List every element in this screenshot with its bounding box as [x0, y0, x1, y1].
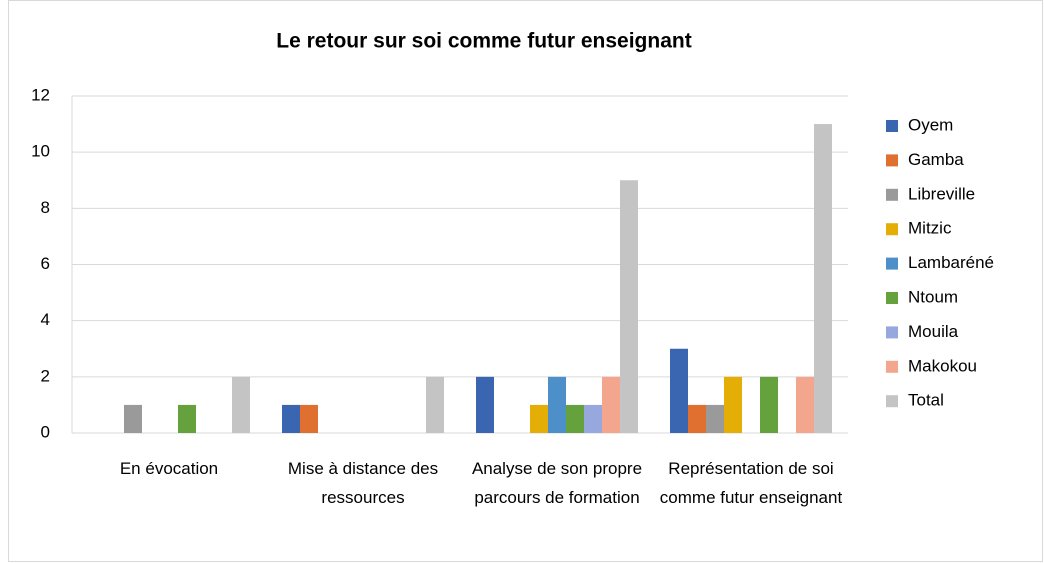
bar [548, 376, 566, 433]
legend-swatch [886, 326, 898, 339]
legend-label: Libreville [908, 184, 975, 203]
bar [724, 376, 742, 433]
legend-label: Ntoum [908, 287, 958, 306]
bar [760, 376, 778, 433]
x-tick-label: Représentation de soi comme futur enseig… [659, 459, 843, 507]
x-tick-label: Analyse de son propre parcours de format… [471, 459, 643, 507]
bar [796, 376, 814, 433]
bar [178, 404, 196, 433]
chart-title: Le retour sur soi comme futur enseignant [276, 30, 691, 53]
x-tick-label: En évocation [119, 459, 219, 478]
legend-swatch [886, 154, 898, 167]
legend-swatch [886, 223, 898, 236]
bar [476, 376, 494, 433]
bar [426, 376, 444, 433]
bar [706, 404, 724, 433]
legend-label: Mouila [908, 322, 959, 341]
y-tick-label: 12 [31, 85, 50, 104]
chart-border [8, 0, 1043, 562]
legend-label: Oyem [908, 115, 953, 134]
legend-swatch [886, 360, 898, 373]
legend-label: Lambaréné [908, 253, 994, 272]
bar [584, 404, 602, 433]
y-tick-label: 8 [41, 198, 50, 217]
bar [232, 376, 250, 433]
legend-label: Gamba [908, 150, 964, 169]
legend-swatch [886, 292, 898, 304]
bar [620, 180, 638, 433]
legend-swatch [886, 257, 898, 270]
bar [814, 124, 832, 433]
bar [282, 404, 300, 433]
bar [300, 404, 318, 433]
y-tick-label: 0 [41, 422, 50, 441]
bar [688, 404, 706, 433]
legend-swatch [886, 188, 898, 201]
bar [124, 404, 142, 433]
legend-label: Makokou [908, 356, 977, 375]
y-tick-label: 2 [41, 366, 50, 385]
legend-label: Mitzic [908, 219, 952, 238]
legend-swatch [886, 395, 898, 408]
y-tick-label: 10 [31, 142, 50, 161]
y-tick-label: 4 [41, 310, 50, 329]
x-tick-label: Mise à distance des ressources [287, 459, 439, 507]
y-tick-label: 6 [41, 254, 50, 273]
legend-swatch [886, 120, 898, 132]
legend-label: Total [908, 391, 944, 410]
bar [602, 376, 620, 433]
bar [670, 348, 688, 433]
bar [566, 404, 584, 433]
bar [530, 404, 548, 433]
